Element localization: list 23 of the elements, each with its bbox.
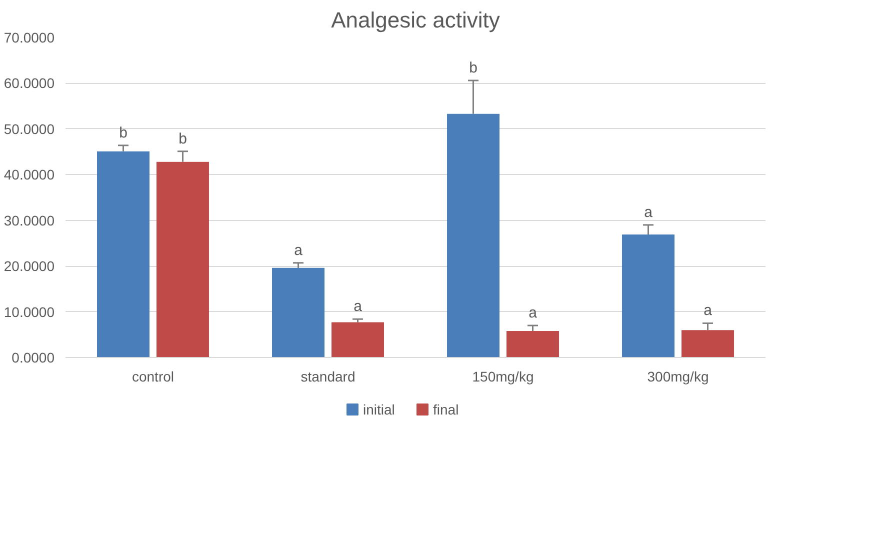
x-tick-label: standard xyxy=(300,368,356,384)
y-tick-label: 70.0000 xyxy=(4,30,55,46)
y-tick-label: 60.0000 xyxy=(4,75,55,92)
annotation: a xyxy=(528,304,538,322)
legend-label: initial xyxy=(363,402,395,418)
y-tick-label: 10.0000 xyxy=(4,304,55,320)
x-tick-label: control xyxy=(132,368,174,384)
annotation: a xyxy=(294,242,304,259)
y-tick-label: 40.0000 xyxy=(4,166,55,183)
legend-label: final xyxy=(433,402,459,418)
y-tick-label: 20.0000 xyxy=(4,258,55,274)
annotation: a xyxy=(644,204,654,221)
annotation: b xyxy=(178,130,187,148)
annotation: a xyxy=(704,302,713,320)
chart-title: Analgesic activity xyxy=(331,8,500,32)
y-tick-label: 30.0000 xyxy=(4,212,55,228)
y-tick-label: 0.0000 xyxy=(12,350,55,366)
annotation: a xyxy=(354,298,363,316)
x-tick-label: 300mg/kg xyxy=(647,368,709,384)
annotation: b xyxy=(469,59,478,76)
annotation: b xyxy=(119,124,128,142)
x-tick-label: 150mg/kg xyxy=(472,368,534,384)
y-tick-label: 50.0000 xyxy=(4,120,55,137)
